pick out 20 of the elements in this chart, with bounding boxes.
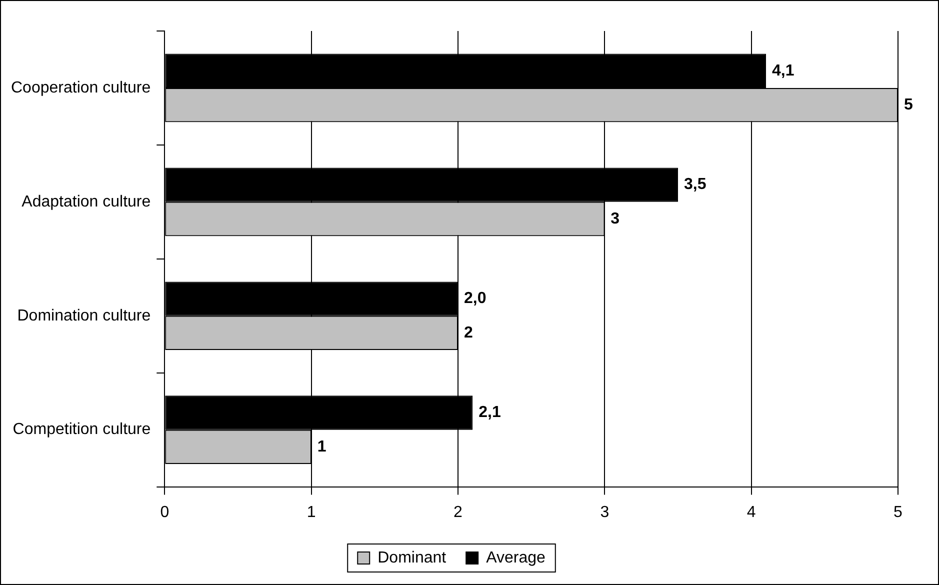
y-tick-label: Cooperation culture [11, 79, 151, 96]
data-label: 2 [464, 324, 473, 342]
x-tick-label: 3 [600, 504, 610, 521]
data-label: 3,5 [684, 176, 706, 194]
x-tick-label: 4 [746, 504, 756, 521]
x-tick-label: 0 [160, 504, 170, 521]
data-label: 2,0 [464, 290, 486, 308]
x-tick-label: 1 [306, 504, 316, 521]
y-tick-label: Domination culture [17, 307, 151, 324]
data-label: 1 [317, 438, 326, 456]
x-tick-label: 2 [454, 504, 463, 521]
y-tick-label: Adaptation culture [22, 193, 151, 210]
legend-label: Dominant [378, 549, 447, 566]
data-label: 3 [610, 210, 620, 228]
data-label: 2,1 [478, 404, 501, 422]
data-label: 4,1 [772, 62, 794, 80]
data-label: 5 [904, 96, 913, 114]
x-tick-label: 5 [894, 504, 903, 521]
y-tick-label: Competition culture [12, 421, 151, 438]
legend-label: Average [486, 549, 546, 566]
